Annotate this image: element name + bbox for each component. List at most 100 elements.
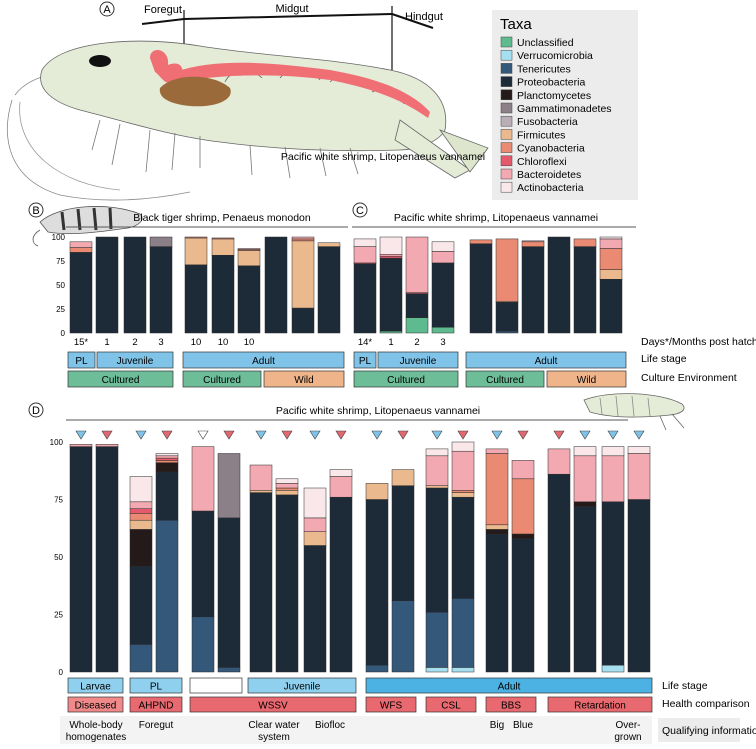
panel-b-bar-label-6: 10 [218,337,229,348]
panel-c-culture-3-label: Wild [577,375,596,386]
panel-d-bar-4-chloroflexi [155,457,179,461]
legend-label-verrucomicrobia: Verrucomicrobia [517,50,593,62]
panel-b-bar-9-bacteroidetes [291,236,315,240]
panel-d-indicator-7 [255,430,267,440]
panel-d-bar-13-tenericutes [425,611,449,668]
panel-d: D Pacific white shrimp, Litopenaeus vann… [28,393,685,744]
panel-d-bar-13-verrucomicrobia [425,667,449,673]
panel-c-bar-3-bacteroidetes [405,236,429,293]
gut-label-midgut: Midgut [275,3,308,15]
panel-c-bar-6-proteobacteria [495,302,519,332]
panel-d-bar-19-verrucomicrobia [601,664,625,673]
panel-d-bar-3-chloroflexi [129,508,153,514]
panel-c-bar-2-bacteroidetes [379,254,403,257]
panel-d-bar-3-actinobacteria [129,476,153,503]
panel-d-bar-10-bacteroidetes [329,476,353,498]
panel-b-stage-juvenile-label: Juvenile [117,356,154,367]
panel-b-stage-adult-label: Adult [252,356,275,367]
panel-d-bar-13-bacteroidetes [425,455,449,486]
panel-c-bar-4-bacteroidetes [431,251,455,264]
panel-b-bar-6-proteobacteria [211,254,235,334]
panel-d-bar-3-bacteroidetes [129,501,153,509]
panel-c-letter: C [356,205,364,217]
panel-b-culture-1-label: Cultured [102,375,140,386]
legend-swatch-chloroflexi [500,155,513,167]
panel-d-indicator-15 [491,430,503,440]
panel-c-bar-4-actinobacteria [431,241,455,252]
panel-c-bar-10-actinobacteria [599,236,623,240]
panel-c-bar-label-3: 2 [414,337,419,348]
panel-c-bar-6-cyanobacteria [495,238,519,302]
legend-swatch-bacteroidetes [500,168,513,180]
panel-d-health-wfs-label: WFS [380,701,403,712]
legend-swatch-planctomycetes [500,89,513,101]
panel-d-bar-18-proteobacteria [573,506,597,673]
panel-d-health-diseased-box [67,696,124,713]
panel-d-bar-3-cyanobacteria [129,513,153,521]
panel-b-culture-3-label: Wild [294,375,313,386]
panel-d-bar-8-actinobacteria [275,478,299,484]
legend-label-proteobacteria: Proteobacteria [517,77,585,89]
panel-d-bar-12-firmicutes [391,469,415,486]
row-label-days: Days*/Months post hatch [641,336,756,348]
panel-d-health-diseased-label: Diseased [75,701,117,712]
panel-d-tick-25: 25 [54,611,63,620]
legend: Taxa UnclassifiedVerrucomicrobiaTenericu… [492,10,638,200]
panel-c-stage-juvenile-label: Juvenile [400,356,437,367]
panel-d-bar-4-tenericutes [155,519,179,673]
legend-title: Taxa [500,16,532,33]
panel-d-bar-16-proteobacteria [511,538,535,673]
panel-d-bar-6-gammatimonadetes [217,453,241,519]
panel-d-health-retardation-label: Retardation [574,701,626,712]
panel-b: B Black tiger shrimp, Penaeus monodon 10… [28,202,348,388]
panel-d-indicator-14 [457,430,469,440]
legend-swatch-fusobacteria [500,115,513,127]
panel-c-bar-2-chloroflexi [379,255,403,259]
panel-b-tick-100: 100 [52,233,66,242]
panel-d-bar-19-bacteroidetes [601,455,625,503]
legend-swatch-actinobacteria [500,181,513,193]
panel-a: A Foregut Midgut Hindgut Pacific white s… [7,1,489,201]
panel-b-bar-label-4: 3 [158,337,163,348]
panel-d-bar-4-cyanobacteria [155,460,179,463]
legend-swatch-proteobacteria [500,76,513,87]
panel-d-health-csl-box [425,696,477,713]
panel-d-bar-4-proteobacteria [155,471,179,521]
panel-d-health-csl-label: CSL [441,701,461,712]
panel-d-bar-2-proteobacteria [95,446,119,673]
panel-d-qual-whole-body-line-2: homogenates [66,732,127,743]
panel-d-stage-adult-label: Adult [498,682,521,693]
panel-d-qual-blue: Blue [513,720,533,731]
panel-d-bar-3-proteobacteria [129,565,153,645]
panel-b-bar-3-proteobacteria [123,236,147,334]
panel-d-tick-50: 50 [54,553,63,562]
panel-b-tick-25: 25 [56,305,65,314]
panel-c-stage-pl-label: PL [359,356,372,367]
panel-b-bar-6-firmicutes [211,238,235,256]
panel-b-bar-1-proteobacteria [69,252,93,334]
panel-b-bar-8-proteobacteria [264,236,288,334]
panel-b-bar-4-gammatimonadetes [149,236,173,247]
panel-d-indicator-1 [75,430,87,440]
row-label-health: Health comparison [662,698,750,710]
legend-swatch-cyanobacteria [500,142,513,153]
panel-d-bar-6-proteobacteria [217,517,241,668]
panel-b-bar-7-firmicutes [237,250,261,267]
panel-c-culture-3-box [546,370,627,388]
panel-c-culture-2-box [465,370,545,388]
panel-d-bar-13-proteobacteria [425,487,449,613]
panel-c-culture-2-label: Cultured [486,375,524,386]
panel-b-bar-9-proteobacteria [291,307,315,334]
panel-d-health-bbs-label: BBS [501,701,521,712]
legend-label-tenericutes: Tenericutes [517,63,571,75]
panel-c-stage-adult-label: Adult [535,356,558,367]
panel-b-culture-2-box [182,370,262,388]
panel-c-bar-8-proteobacteria [547,236,571,334]
panel-d-bar-3-firmicutes [129,519,153,530]
panel-d-tick-75: 75 [54,496,63,505]
legend-swatch-unclassified [500,36,513,48]
panel-d-bar-7-proteobacteria [249,492,273,673]
panel-d-bar-18-bacteroidetes [573,455,597,503]
panel-c-bar-4-proteobacteria [431,262,455,328]
row-label-life-stage-d: Life stage [662,680,708,692]
